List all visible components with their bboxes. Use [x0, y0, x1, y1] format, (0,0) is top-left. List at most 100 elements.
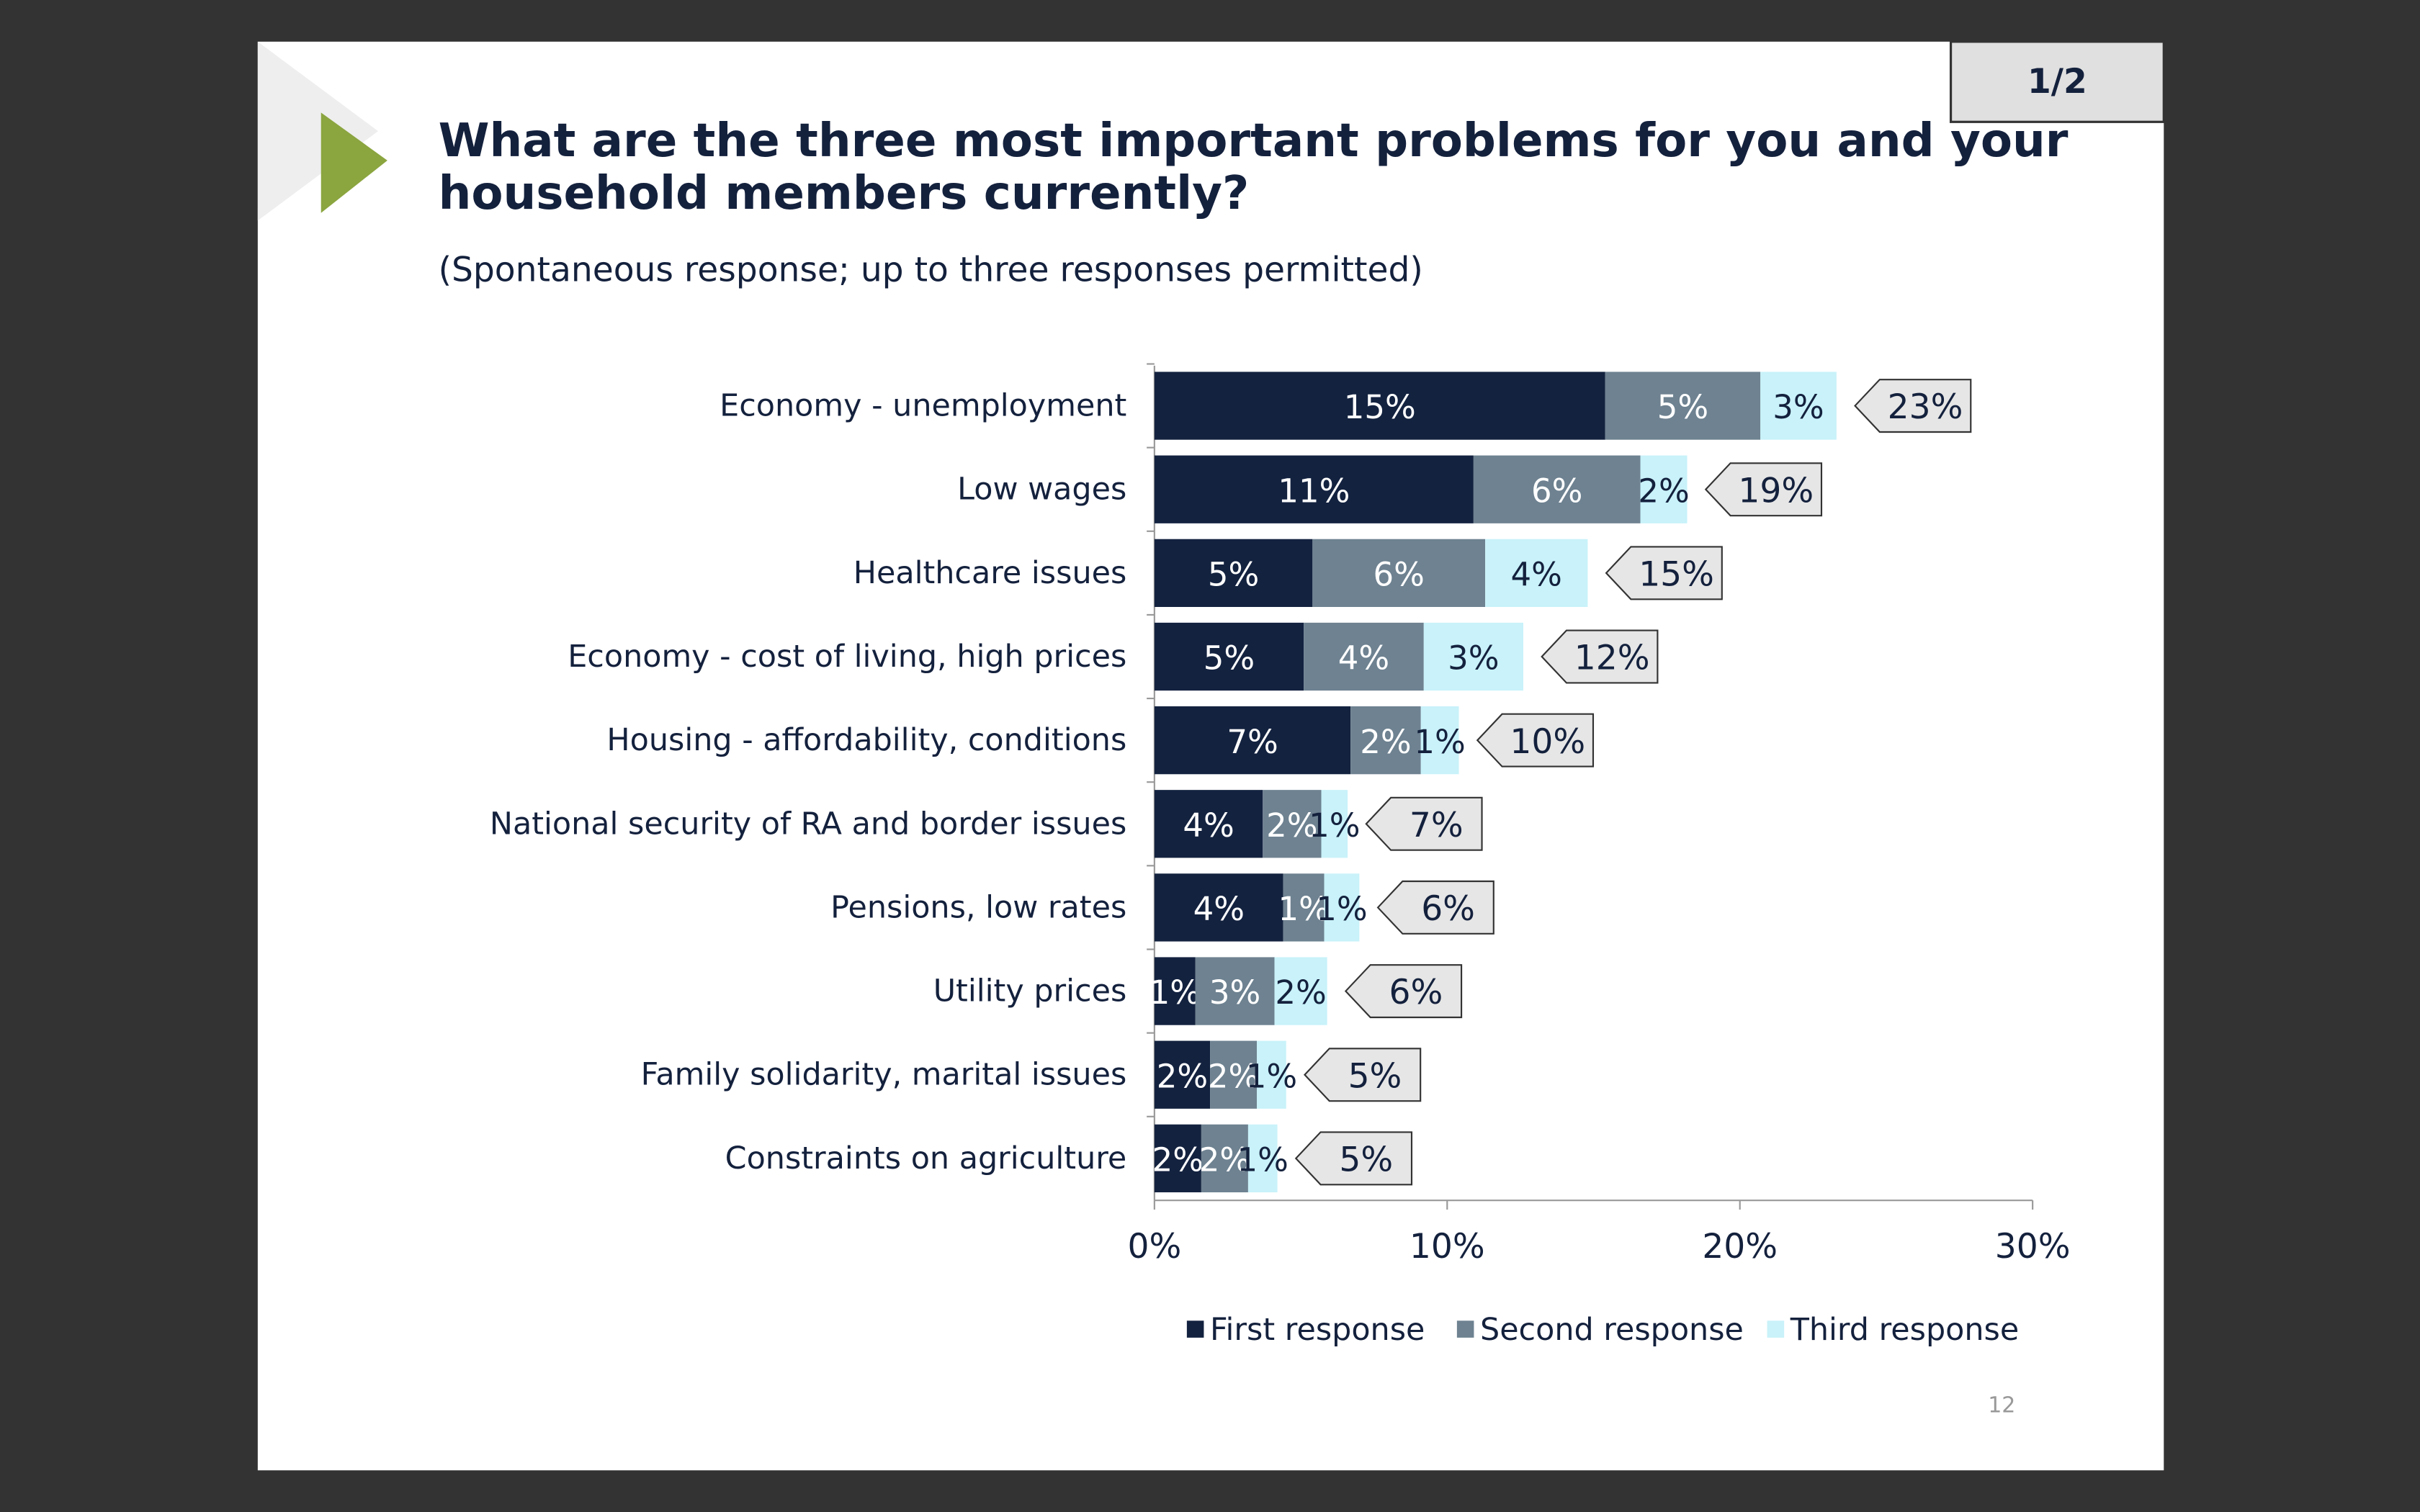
category-label: Healthcare issues	[853, 555, 1127, 591]
bar-segment	[1350, 706, 1421, 775]
value-label: 3%	[1773, 388, 1824, 426]
bar-segment	[1304, 622, 1424, 691]
value-label: 7%	[1227, 723, 1278, 761]
value-label: 11%	[1278, 472, 1350, 510]
total-label: 5%	[1339, 1140, 1393, 1179]
page-box	[1949, 40, 2165, 123]
bar-segment	[1257, 1040, 1286, 1109]
category-label: Economy - unemployment	[720, 388, 1126, 424]
total-label: 12%	[1574, 639, 1650, 678]
total-label: 10%	[1510, 722, 1585, 762]
total-label: 5%	[1348, 1056, 1402, 1096]
category-label: Low wages	[957, 472, 1126, 508]
value-label: 4%	[1193, 890, 1245, 928]
bar-segment	[1324, 873, 1360, 942]
category-label: Utility prices	[933, 973, 1127, 1009]
value-label: 2%	[1360, 723, 1411, 761]
legend-swatch	[1186, 1320, 1204, 1338]
x-tick-label: 10%	[1410, 1227, 1485, 1266]
bar-segment	[1210, 1040, 1258, 1109]
value-label: 1%	[1237, 1140, 1289, 1179]
bar-segment	[1154, 372, 1605, 440]
value-label: 2%	[1266, 806, 1317, 845]
bar-segment	[1640, 455, 1688, 523]
value-label: 2%	[1208, 1057, 1259, 1095]
category-label: Economy - cost of living, high prices	[568, 639, 1126, 675]
value-label: 2%	[1199, 1140, 1250, 1179]
legend-label: Second response	[1480, 1312, 1744, 1348]
total-callout	[1365, 796, 1483, 851]
total-label: 6%	[1421, 889, 1475, 929]
bar-segment	[1321, 790, 1348, 858]
bar-segment	[1312, 539, 1486, 607]
value-label: 4%	[1511, 555, 1562, 593]
total-callout	[1704, 462, 1823, 517]
decoration-arrow	[321, 112, 387, 213]
bar-segment	[1420, 706, 1459, 775]
value-label: 2%	[1275, 973, 1326, 1012]
value-label: 2%	[1638, 472, 1689, 510]
chart-title: What are the three most important proble…	[439, 114, 2069, 220]
total-label: 15%	[1639, 554, 1714, 594]
total-callout	[1476, 713, 1595, 768]
bar-segment	[1247, 1124, 1278, 1192]
bar-segment	[1154, 706, 1351, 775]
value-label: 1%	[1150, 973, 1201, 1012]
bar-segment	[1283, 873, 1325, 942]
bar-segment	[1154, 622, 1304, 691]
bar-segment	[1154, 539, 1313, 607]
value-label: 1%	[1414, 723, 1465, 761]
total-callout	[1376, 880, 1494, 935]
total-label: 7%	[1410, 806, 1464, 845]
bar-segment	[1154, 1124, 1201, 1192]
legend-swatch	[1456, 1320, 1474, 1338]
total-callout	[1854, 379, 1972, 433]
bar-segment	[1263, 790, 1322, 858]
category-label: Housing - affordability, conditions	[606, 722, 1126, 758]
x-tick-label: 30%	[1995, 1227, 2071, 1266]
legend-swatch	[1767, 1320, 1785, 1338]
total-label: 6%	[1389, 973, 1443, 1012]
category-label: Family solidarity, marital issues	[641, 1057, 1127, 1093]
value-label: 1%	[1246, 1057, 1297, 1095]
bar-segment	[1605, 372, 1761, 440]
total-label: 23%	[1888, 387, 1963, 427]
bar-segment	[1473, 455, 1641, 523]
bar-segment	[1195, 957, 1275, 1025]
value-label: 3%	[1448, 639, 1499, 678]
value-label: 4%	[1183, 806, 1234, 845]
bar-segment	[1274, 957, 1327, 1025]
bar-segment	[1485, 539, 1588, 607]
slide-number: 12	[1988, 1393, 2015, 1418]
chart-subtitle: (Spontaneous response; up to three respo…	[439, 251, 1423, 290]
value-label: 15%	[1344, 388, 1416, 426]
bar-segment	[1423, 622, 1523, 691]
category-label: Pensions, low rates	[830, 889, 1126, 925]
category-label: Constraints on agriculture	[725, 1140, 1127, 1176]
bar-segment	[1154, 1040, 1211, 1109]
x-tick-label: 0%	[1127, 1227, 1181, 1266]
bar-segment	[1154, 873, 1283, 942]
legend-label: First response	[1210, 1312, 1425, 1348]
legend-label: Third response	[1790, 1312, 2019, 1348]
value-label: 4%	[1338, 639, 1389, 678]
total-label: 19%	[1738, 471, 1814, 510]
total-callout	[1294, 1131, 1413, 1186]
total-callout	[1541, 629, 1659, 684]
value-label: 2%	[1157, 1057, 1208, 1095]
value-label: 1%	[1309, 806, 1360, 845]
decoration	[257, 41, 378, 221]
value-label: 1%	[1316, 890, 1367, 928]
value-label: 1%	[1278, 890, 1329, 928]
value-label: 6%	[1531, 472, 1582, 510]
total-callout	[1344, 964, 1463, 1019]
value-label: 5%	[1657, 388, 1708, 426]
bar-segment	[1760, 372, 1837, 440]
value-label: 2%	[1152, 1140, 1204, 1179]
total-callout	[1605, 546, 1723, 600]
value-label: 3%	[1209, 973, 1260, 1012]
total-callout	[1303, 1048, 1422, 1102]
value-label: 6%	[1373, 555, 1425, 593]
